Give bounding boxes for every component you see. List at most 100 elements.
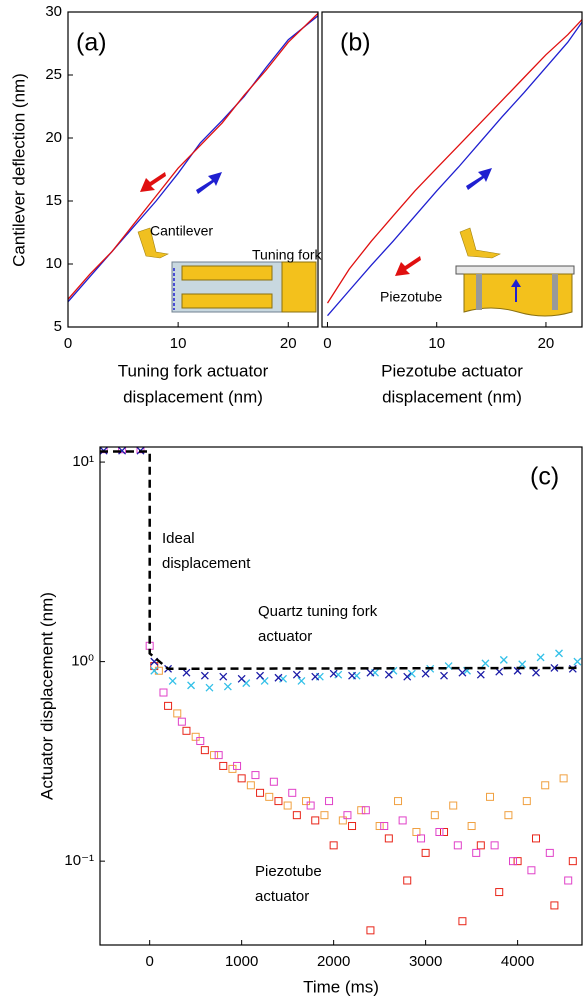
square-marker <box>421 848 430 857</box>
y-axis-label: Cantilever deflection (nm) <box>9 73 28 267</box>
square-marker <box>504 811 513 820</box>
x-marker <box>329 669 338 678</box>
x-marker <box>366 668 375 677</box>
y-tick-label: 5 <box>54 318 62 335</box>
panel-label: (b) <box>340 29 371 57</box>
panel-label: (a) <box>76 29 107 57</box>
square-marker <box>412 827 421 836</box>
square-marker <box>150 662 159 671</box>
square-marker <box>522 797 531 806</box>
x-marker <box>118 447 127 455</box>
x-marker <box>555 649 563 658</box>
square-marker <box>559 774 568 783</box>
square-marker <box>338 816 347 825</box>
x-axis-label: Tuning fork actuator <box>118 361 269 380</box>
x-marker <box>348 671 356 680</box>
square-marker <box>182 726 191 735</box>
square-marker <box>283 801 292 810</box>
square-marker <box>196 737 205 746</box>
x-marker <box>495 667 504 676</box>
x-marker <box>403 672 412 681</box>
y-tick-label: 10 <box>45 255 62 272</box>
x-marker <box>550 663 559 672</box>
square-marker <box>210 751 219 760</box>
plot-area <box>100 447 582 935</box>
square-marker <box>306 801 315 810</box>
square-marker <box>237 774 246 783</box>
square-marker <box>568 857 577 866</box>
x-marker <box>334 670 343 679</box>
square-marker <box>403 876 412 885</box>
x-marker <box>168 676 177 685</box>
x-axis-label: displacement (nm) <box>123 387 263 406</box>
annotation: Piezotube <box>255 863 322 880</box>
square-marker <box>564 876 573 885</box>
square-marker <box>200 746 209 755</box>
square-marker <box>292 811 301 820</box>
y-tick-label: 10¹ <box>72 453 94 470</box>
annotation: Quartz tuning fork <box>258 603 378 620</box>
annotation: displacement <box>162 555 251 572</box>
x-marker <box>476 670 485 679</box>
x-marker <box>150 666 159 675</box>
square-marker <box>440 827 449 836</box>
square-marker <box>453 841 462 850</box>
annotation: Ideal <box>162 530 195 547</box>
y-tick-label: 20 <box>45 129 62 146</box>
square-marker <box>527 866 536 875</box>
x-marker <box>421 669 430 678</box>
square-marker <box>154 666 163 675</box>
square-marker <box>269 777 278 786</box>
square-marker <box>251 771 260 780</box>
square-marker <box>458 917 467 926</box>
x-marker <box>187 681 196 690</box>
square-marker <box>435 827 444 836</box>
tuning-fork-schematic <box>137 227 317 313</box>
x-marker <box>223 682 232 691</box>
annotation: actuator <box>255 888 309 905</box>
square-marker <box>380 822 389 831</box>
direction-arrows <box>140 168 492 276</box>
square-marker <box>159 688 168 697</box>
y-tick-label: 25 <box>45 66 62 83</box>
plot-frame <box>67 11 319 328</box>
x-tick-label: 0 <box>145 953 153 970</box>
ideal-line <box>100 450 582 671</box>
square-marker <box>320 811 329 820</box>
plot-area <box>68 12 318 303</box>
x-tick-label: 0 <box>323 335 331 352</box>
square-marker <box>348 822 357 831</box>
inset-label: Cantilever <box>150 223 213 239</box>
x-tick-label: 3000 <box>409 953 442 970</box>
square-marker <box>288 788 297 797</box>
square-marker <box>532 834 541 843</box>
square-marker <box>375 822 384 831</box>
square-marker <box>228 764 237 773</box>
square-marker <box>541 781 550 790</box>
x-tick-label: 10 <box>428 335 445 352</box>
square-marker <box>214 751 223 760</box>
x-marker <box>200 671 209 680</box>
square-marker <box>467 822 476 831</box>
square-marker <box>357 806 366 815</box>
square-marker <box>366 926 375 935</box>
square-marker <box>164 701 173 710</box>
x-marker <box>573 657 582 666</box>
x-tick-label: 2000 <box>317 953 350 970</box>
x-marker <box>536 653 545 662</box>
square-marker <box>325 797 334 806</box>
square-marker <box>490 841 499 850</box>
x-tick-label: 4000 <box>501 953 534 970</box>
y-axis-label: Actuator displacement (nm) <box>37 592 56 800</box>
x-axis-label: Time (ms) <box>303 977 379 996</box>
x-marker <box>292 670 301 679</box>
plot-frame <box>321 11 583 328</box>
square-marker <box>177 717 186 726</box>
square-marker <box>233 761 242 770</box>
x-marker <box>205 683 214 692</box>
square-marker <box>509 857 518 866</box>
square-marker <box>265 792 274 801</box>
x-marker <box>384 670 393 679</box>
square-marker <box>256 788 265 797</box>
square-marker <box>246 781 255 790</box>
